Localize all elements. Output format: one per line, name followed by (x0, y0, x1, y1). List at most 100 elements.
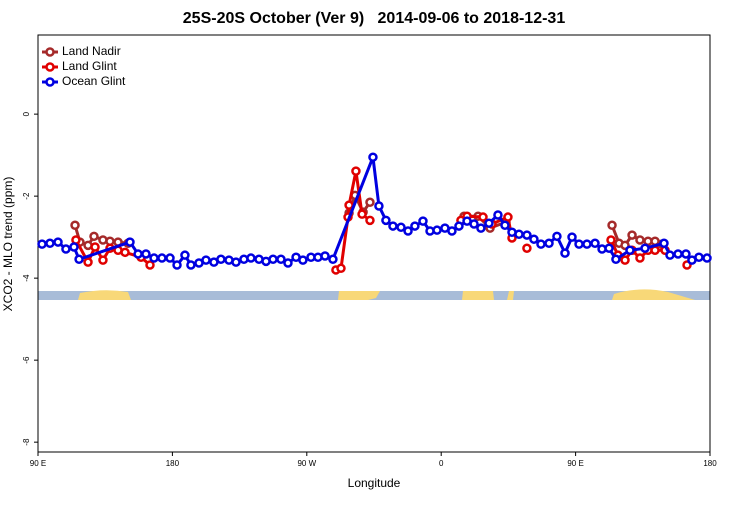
data-point (149, 253, 159, 263)
series (71, 166, 692, 275)
data-point (476, 223, 486, 233)
data-point (61, 244, 71, 254)
data-point (298, 255, 308, 265)
data-point (98, 255, 108, 265)
data-point (665, 250, 675, 260)
y-tick-label: -4 (22, 274, 31, 282)
data-point (53, 237, 63, 247)
data-point (351, 166, 361, 176)
data-point (320, 251, 330, 261)
data-point (268, 254, 278, 265)
land (462, 291, 494, 300)
data-point (157, 253, 167, 263)
x-tick-label: 90 E (567, 459, 583, 468)
legend-marker (45, 77, 55, 87)
data-point (125, 237, 135, 247)
data-point (120, 247, 130, 258)
data-point (536, 239, 546, 249)
data-point (469, 219, 479, 229)
data-point (604, 243, 614, 253)
map-strip (38, 289, 710, 300)
data-point (344, 200, 354, 210)
data-point (133, 249, 143, 259)
data-point (336, 263, 346, 274)
land (338, 291, 380, 300)
data-point (447, 226, 457, 236)
data-point (552, 231, 562, 242)
data-point (381, 215, 391, 226)
data-point (172, 260, 182, 270)
chart-title: 25S-20S October (Ver 9) 2014-09-06 to 20… (183, 10, 566, 27)
data-point (180, 250, 190, 260)
land (507, 291, 514, 300)
data-point (89, 231, 99, 242)
legend-label: Land Nadir (62, 44, 121, 58)
data-point (357, 209, 367, 219)
data-point (529, 234, 539, 244)
data-point (606, 235, 616, 245)
x-axis-label: Longitude (348, 476, 401, 490)
data-point (635, 253, 645, 263)
data-point (625, 245, 635, 256)
data-point (418, 216, 428, 226)
legend-marker (45, 62, 55, 72)
data-point (522, 243, 532, 253)
data-point (503, 212, 513, 222)
y-tick-label: -6 (22, 356, 31, 364)
data-point (607, 220, 617, 231)
data-point (478, 212, 488, 222)
data-point (70, 220, 80, 231)
legend-label: Ocean Glint (62, 74, 126, 88)
data-point (493, 210, 503, 220)
data-point (141, 249, 151, 259)
data-point (186, 260, 196, 270)
y-tick-label: -8 (22, 438, 31, 446)
data-point (590, 238, 600, 249)
land (78, 290, 131, 300)
data-point (582, 239, 592, 249)
data-point (567, 232, 577, 242)
y-tick-label: 0 (22, 111, 31, 116)
x-tick-label: 180 (166, 459, 180, 468)
data-point (165, 253, 175, 263)
data-point (650, 245, 660, 256)
data-point (201, 255, 211, 265)
data-point (328, 254, 338, 265)
x-tick-label: 90 W (297, 459, 316, 468)
data-point (403, 226, 413, 236)
data-point (374, 201, 384, 211)
data-point (276, 254, 286, 265)
data-point (145, 260, 155, 270)
legend-marker (45, 47, 55, 57)
data-point (484, 218, 494, 228)
data-point (283, 258, 293, 268)
data-point (681, 249, 691, 259)
y-tick-label: -2 (22, 192, 31, 200)
data-point (673, 249, 683, 259)
data-point (410, 221, 420, 231)
data-point (500, 220, 510, 231)
data-point (365, 197, 375, 208)
data-point (620, 255, 630, 265)
data-point (246, 253, 256, 263)
data-point (37, 239, 47, 249)
data-point (560, 248, 570, 258)
data-point (522, 230, 532, 240)
series (37, 152, 712, 270)
data-point (90, 242, 100, 252)
data-point (216, 254, 226, 265)
x-tick-label: 0 (439, 459, 444, 468)
data-point (627, 230, 637, 240)
data-point (454, 221, 464, 231)
data-point (74, 254, 84, 265)
data-point (514, 229, 524, 240)
data-point (432, 225, 442, 235)
data-point (635, 235, 645, 245)
data-point (574, 239, 584, 249)
data-point (694, 252, 704, 262)
data-point (83, 257, 93, 267)
data-point (231, 257, 241, 267)
data-point (365, 215, 375, 226)
